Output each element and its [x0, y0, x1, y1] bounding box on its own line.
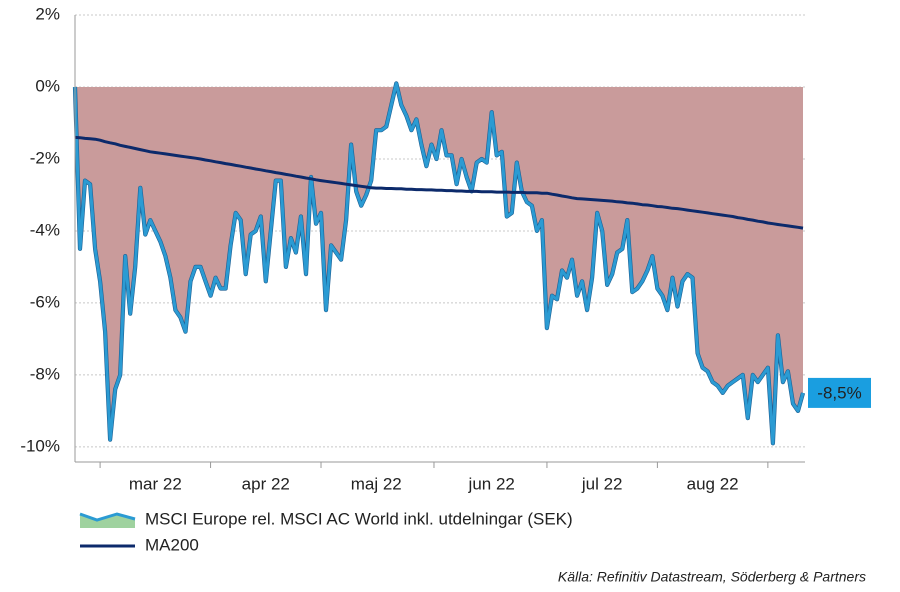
legend-swatch [80, 514, 135, 528]
x-tick-label: maj 22 [351, 474, 402, 493]
line [73, 81, 805, 445]
legend-label: MA200 [145, 535, 199, 554]
x-tick-label: aug 22 [687, 474, 739, 493]
last-label-box [808, 377, 871, 408]
y-tick-label: -6% [30, 292, 60, 311]
x-tick-label: jul 22 [581, 474, 623, 493]
y-tick-label: 0% [35, 76, 60, 95]
legend-swatch-line [79, 512, 136, 522]
x-tick-label: jun 22 [468, 474, 515, 493]
area-below [75, 86, 803, 444]
x-tick-label: apr 22 [242, 474, 290, 493]
last-label: -8,5% [817, 383, 861, 402]
x-tick-label: mar 22 [129, 474, 182, 493]
y-tick-label: -8% [30, 364, 60, 383]
y-tick-label: -2% [30, 148, 60, 167]
y-tick-label: 2% [35, 4, 60, 23]
source: Källa: Refinitiv Datastream, Söderberg &… [558, 569, 866, 585]
y-tick-label: -4% [30, 220, 60, 239]
line [74, 135, 804, 230]
legend-label: MSCI Europe rel. MSCI AC World inkl. utd… [145, 509, 573, 528]
y-tick-label: -10% [20, 436, 60, 455]
